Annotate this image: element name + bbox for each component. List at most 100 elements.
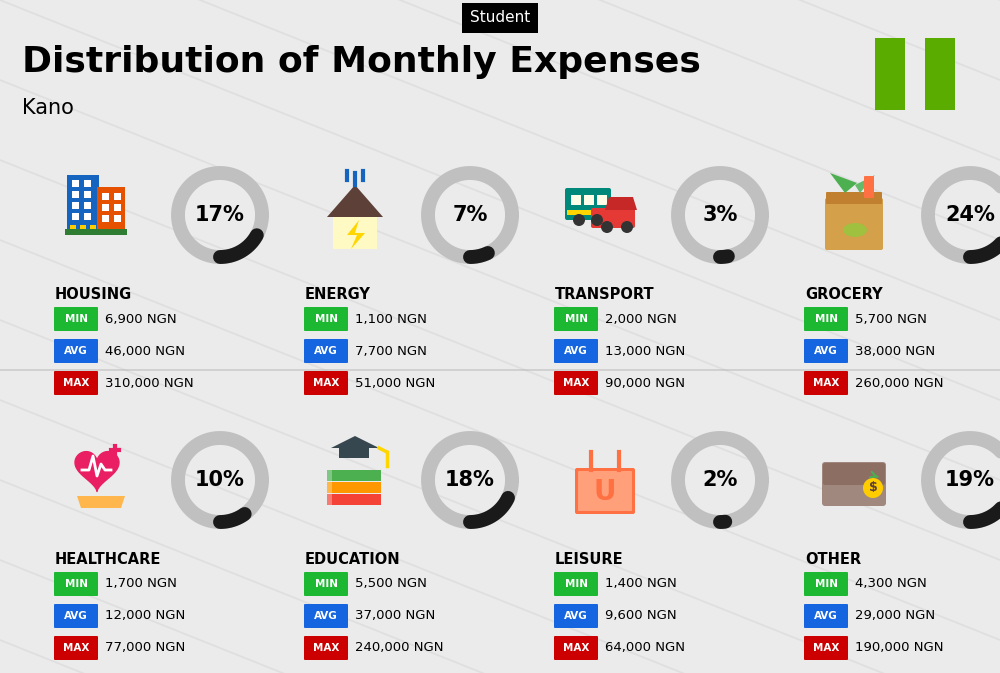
Circle shape	[591, 214, 603, 226]
Text: MIN: MIN	[564, 314, 588, 324]
FancyBboxPatch shape	[327, 494, 332, 505]
Text: AVG: AVG	[814, 611, 838, 621]
FancyBboxPatch shape	[102, 215, 109, 222]
Text: MIN: MIN	[64, 579, 88, 589]
FancyBboxPatch shape	[825, 198, 883, 250]
FancyBboxPatch shape	[304, 604, 348, 628]
Text: 12,000 NGN: 12,000 NGN	[105, 610, 185, 623]
Text: AVG: AVG	[564, 346, 588, 356]
Text: 19%: 19%	[945, 470, 995, 490]
FancyBboxPatch shape	[114, 193, 121, 200]
Text: 1,700 NGN: 1,700 NGN	[105, 577, 177, 590]
Text: 10%: 10%	[195, 470, 245, 490]
Text: 38,000 NGN: 38,000 NGN	[855, 345, 935, 357]
Polygon shape	[331, 436, 379, 448]
FancyBboxPatch shape	[327, 494, 381, 505]
FancyBboxPatch shape	[72, 180, 79, 187]
FancyBboxPatch shape	[554, 636, 598, 660]
FancyBboxPatch shape	[864, 176, 874, 198]
Text: MAX: MAX	[313, 378, 339, 388]
Text: 7%: 7%	[452, 205, 488, 225]
Polygon shape	[605, 197, 637, 210]
FancyBboxPatch shape	[804, 604, 848, 628]
FancyBboxPatch shape	[84, 191, 91, 198]
Text: MIN: MIN	[814, 579, 838, 589]
FancyBboxPatch shape	[554, 339, 598, 363]
FancyBboxPatch shape	[102, 193, 109, 200]
FancyBboxPatch shape	[571, 195, 581, 205]
FancyBboxPatch shape	[54, 371, 98, 395]
Text: OTHER: OTHER	[805, 552, 861, 567]
Circle shape	[621, 221, 633, 233]
Text: MAX: MAX	[813, 643, 839, 653]
Text: 5,500 NGN: 5,500 NGN	[355, 577, 427, 590]
Text: $: $	[869, 481, 877, 495]
FancyBboxPatch shape	[84, 202, 91, 209]
Text: 2%: 2%	[702, 470, 738, 490]
Text: MIN: MIN	[564, 579, 588, 589]
Text: 90,000 NGN: 90,000 NGN	[605, 376, 685, 390]
Text: Distribution of Monthly Expenses: Distribution of Monthly Expenses	[22, 45, 701, 79]
FancyBboxPatch shape	[823, 463, 885, 485]
FancyBboxPatch shape	[567, 210, 609, 215]
Text: LEISURE: LEISURE	[555, 552, 624, 567]
Text: 1,400 NGN: 1,400 NGN	[605, 577, 677, 590]
Text: MIN: MIN	[314, 579, 338, 589]
Text: 2,000 NGN: 2,000 NGN	[605, 312, 677, 326]
Text: 17%: 17%	[195, 205, 245, 225]
Text: MAX: MAX	[63, 643, 89, 653]
Text: AVG: AVG	[564, 611, 588, 621]
FancyBboxPatch shape	[304, 339, 348, 363]
Text: 7,700 NGN: 7,700 NGN	[355, 345, 427, 357]
Text: MAX: MAX	[313, 643, 339, 653]
Polygon shape	[75, 452, 119, 491]
Text: 310,000 NGN: 310,000 NGN	[105, 376, 194, 390]
FancyBboxPatch shape	[102, 204, 109, 211]
Text: 260,000 NGN: 260,000 NGN	[855, 376, 944, 390]
FancyBboxPatch shape	[584, 195, 594, 205]
FancyBboxPatch shape	[54, 604, 98, 628]
Text: 64,000 NGN: 64,000 NGN	[605, 641, 685, 655]
Polygon shape	[347, 220, 365, 249]
FancyBboxPatch shape	[327, 482, 381, 493]
Text: Student: Student	[470, 11, 530, 26]
Text: 24%: 24%	[945, 205, 995, 225]
Text: 1,100 NGN: 1,100 NGN	[355, 312, 427, 326]
FancyBboxPatch shape	[597, 195, 607, 205]
Text: HOUSING: HOUSING	[55, 287, 132, 302]
FancyBboxPatch shape	[804, 371, 848, 395]
FancyBboxPatch shape	[70, 225, 76, 230]
Text: MIN: MIN	[64, 314, 88, 324]
Text: 37,000 NGN: 37,000 NGN	[355, 610, 435, 623]
FancyBboxPatch shape	[826, 192, 882, 204]
FancyBboxPatch shape	[327, 470, 332, 481]
FancyBboxPatch shape	[304, 572, 348, 596]
Text: 3%: 3%	[702, 205, 738, 225]
Text: HEALTHCARE: HEALTHCARE	[55, 552, 161, 567]
Text: MAX: MAX	[63, 378, 89, 388]
FancyBboxPatch shape	[65, 229, 127, 235]
FancyBboxPatch shape	[304, 371, 348, 395]
Text: EDUCATION: EDUCATION	[305, 552, 401, 567]
Circle shape	[863, 478, 883, 498]
Text: TRANSPORT: TRANSPORT	[555, 287, 655, 302]
FancyBboxPatch shape	[304, 636, 348, 660]
FancyBboxPatch shape	[84, 180, 91, 187]
Text: AVG: AVG	[314, 346, 338, 356]
FancyBboxPatch shape	[554, 371, 598, 395]
FancyBboxPatch shape	[333, 217, 377, 249]
FancyBboxPatch shape	[54, 572, 98, 596]
FancyBboxPatch shape	[90, 225, 96, 230]
FancyBboxPatch shape	[565, 188, 611, 220]
FancyBboxPatch shape	[554, 604, 598, 628]
Text: 51,000 NGN: 51,000 NGN	[355, 376, 435, 390]
FancyBboxPatch shape	[327, 482, 332, 493]
FancyBboxPatch shape	[591, 208, 635, 228]
Polygon shape	[327, 185, 383, 217]
Text: MAX: MAX	[563, 643, 589, 653]
Text: AVG: AVG	[64, 346, 88, 356]
Text: MAX: MAX	[813, 378, 839, 388]
Text: AVG: AVG	[64, 611, 88, 621]
Text: AVG: AVG	[814, 346, 838, 356]
Text: 46,000 NGN: 46,000 NGN	[105, 345, 185, 357]
